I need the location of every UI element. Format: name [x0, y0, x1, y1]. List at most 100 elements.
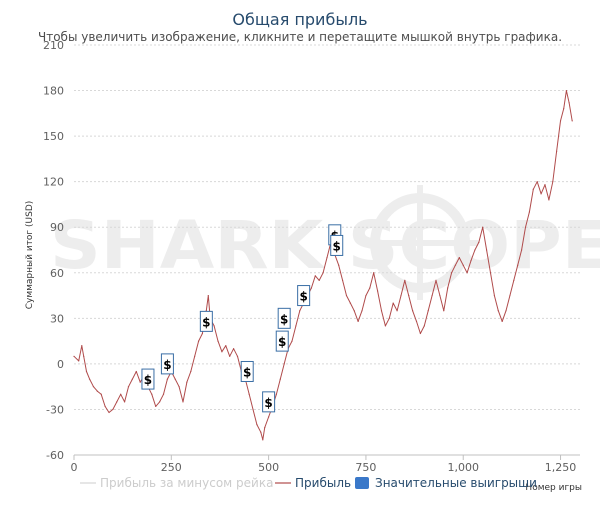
series-point — [248, 393, 250, 395]
series-point — [155, 405, 157, 408]
flag-box[interactable] — [297, 285, 311, 307]
flag-label: $ — [144, 373, 152, 387]
series-point — [349, 302, 351, 304]
series-point — [556, 150, 558, 152]
series-point — [275, 393, 277, 395]
series-point — [361, 310, 363, 312]
series-point — [423, 325, 425, 327]
flag-label: $ — [202, 315, 210, 329]
series-point — [207, 294, 209, 297]
legend-label: Прибыль за минусом рейка — [100, 476, 273, 490]
series-point — [310, 287, 313, 289]
significant-win-flag[interactable]: $ — [240, 360, 254, 382]
flag-box[interactable] — [160, 353, 174, 375]
significant-win-flag[interactable]: $ — [262, 391, 276, 413]
series-point — [252, 408, 254, 411]
series-point — [536, 181, 538, 183]
significant-win-flag[interactable]: $ — [141, 368, 155, 390]
series-point — [540, 193, 542, 195]
flag-label: $ — [278, 335, 286, 349]
flag-box[interactable] — [240, 360, 254, 382]
series-point — [384, 325, 386, 327]
series-point — [568, 102, 570, 104]
watermark-text: SHARK SCOPE — [50, 207, 600, 284]
series-point — [474, 249, 476, 251]
legend: Прибыль за минусом рейка Прибыль Значитель… — [80, 476, 537, 490]
flag-box[interactable] — [262, 391, 276, 413]
series-point — [415, 320, 418, 322]
legend-item[interactable]: Прибыль — [275, 476, 351, 490]
x-tick-label: 750 — [355, 461, 376, 474]
series-point — [127, 386, 130, 388]
series-point — [478, 241, 480, 244]
series-point — [505, 310, 507, 312]
flag-label: $ — [333, 239, 341, 253]
y-tick-label: -30 — [46, 403, 64, 416]
series-point — [380, 310, 383, 312]
series-point — [131, 378, 133, 380]
significant-win-flag[interactable]: $ — [199, 310, 213, 332]
series-point — [485, 249, 488, 251]
flag-box[interactable] — [277, 307, 291, 329]
y-tick-label: 150 — [43, 130, 64, 143]
series-point — [501, 320, 503, 322]
series-point — [454, 264, 457, 266]
series-point — [104, 405, 106, 408]
series-point — [139, 381, 141, 383]
series-point — [78, 360, 80, 362]
flag-box[interactable] — [199, 310, 213, 332]
series-point — [229, 355, 231, 357]
series-point — [450, 272, 453, 274]
y-tick-label: -60 — [46, 449, 64, 462]
series-point — [404, 279, 406, 281]
series-point — [439, 294, 441, 297]
series-point — [92, 386, 95, 388]
axes: 210 180 150 120 90 60 30 0 -30 -60 0 250 500 750 1,000… — [43, 39, 580, 474]
series-point — [524, 226, 527, 228]
series-point — [462, 264, 464, 266]
grid — [74, 44, 580, 456]
series-point — [447, 287, 449, 289]
flag-box[interactable] — [330, 234, 344, 256]
legend-label: Прибыль — [295, 476, 351, 490]
significant-win-flag[interactable]: $ — [160, 353, 174, 375]
flag-box[interactable] — [275, 330, 289, 352]
significant-win-flag[interactable]: $ — [277, 307, 291, 329]
series-point — [341, 279, 344, 281]
y-tick-label: 90 — [50, 221, 64, 234]
flag-box[interactable] — [141, 368, 155, 390]
series-point — [369, 287, 371, 289]
series-point — [497, 310, 499, 312]
series-point — [552, 181, 554, 183]
series-point — [548, 199, 550, 201]
series-point — [186, 381, 188, 383]
series-point — [295, 325, 297, 327]
series-point — [151, 393, 153, 395]
x-tick-label: 250 — [161, 461, 182, 474]
series-point — [482, 226, 484, 228]
series-point — [112, 408, 114, 411]
significant-wins-flags: $$$$$$$$$$ — [141, 224, 344, 413]
legend-item[interactable]: Прибыль за минусом рейка — [80, 476, 273, 490]
series-point — [213, 325, 215, 327]
flag-label: $ — [299, 290, 307, 304]
series-point — [85, 370, 88, 373]
significant-win-flag[interactable]: $ — [330, 234, 344, 256]
y-tick-label: 30 — [50, 312, 64, 325]
series-point — [194, 355, 196, 357]
series-point — [396, 310, 398, 312]
y-tick-label: 60 — [50, 267, 64, 280]
series-point — [559, 120, 562, 122]
series-point — [353, 310, 355, 312]
flag-label: $ — [163, 358, 171, 372]
significant-win-flag[interactable]: $ — [297, 285, 311, 307]
series-point — [299, 310, 301, 312]
legend-item[interactable]: Значительные выигрыши — [355, 476, 537, 490]
significant-win-flag[interactable]: $ — [275, 330, 289, 352]
series-point — [563, 108, 565, 110]
series-point — [197, 340, 200, 342]
series-point — [120, 393, 122, 395]
series-point — [159, 401, 161, 403]
y-tick-label: 210 — [43, 39, 64, 52]
